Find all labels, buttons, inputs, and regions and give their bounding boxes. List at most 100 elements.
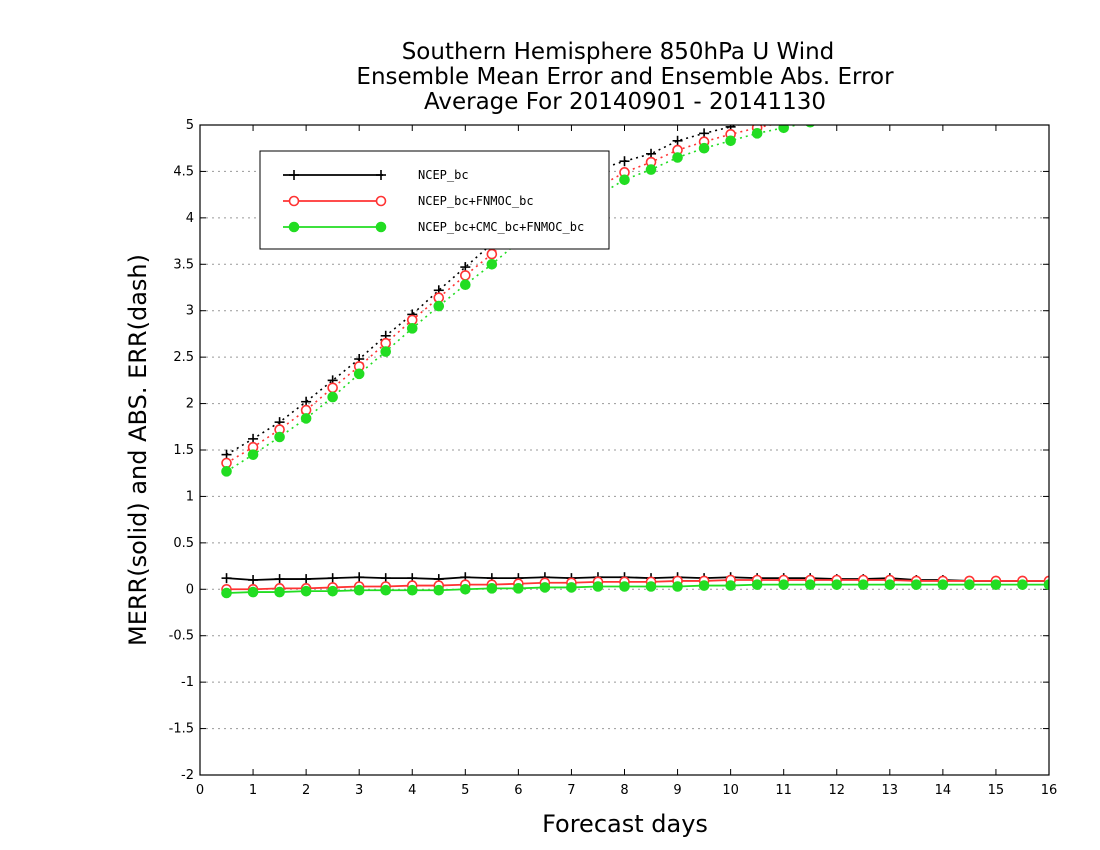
series-2-merr-point xyxy=(460,583,471,595)
series-2-merr-point xyxy=(513,583,524,594)
x-tick-label: 3 xyxy=(355,783,363,798)
y-tick-label: -1 xyxy=(181,675,194,690)
chart-title-line-1: Southern Hemisphere 850hPa U Wind xyxy=(402,39,835,65)
legend-entry-1: NCEP_bc+FNMOC_bc xyxy=(283,194,534,208)
series-2-merr-point xyxy=(353,584,365,596)
y-tick-label: 4.5 xyxy=(173,164,194,179)
series-1-abs-err-point xyxy=(938,86,947,95)
series-2-abs-err-point xyxy=(274,431,285,443)
chart-title-line-2: Ensemble Mean Error and Ensemble Abs. Er… xyxy=(356,64,894,90)
series-2-merr-point xyxy=(619,581,630,592)
series-0-abs-err-point xyxy=(1044,59,1054,69)
x-tick-label: 1 xyxy=(249,783,257,798)
series-2-merr-point xyxy=(698,580,710,591)
series-2-abs-err-point xyxy=(725,135,736,147)
series-2-abs-err-point xyxy=(858,106,868,116)
chart-title-line-3: Average For 20140901 - 20141130 xyxy=(424,89,826,115)
series-1-abs-err-line xyxy=(226,125,775,464)
series-2-merr-point xyxy=(911,579,922,590)
series-2-abs-err-point xyxy=(965,87,975,97)
series-2-abs-err-point xyxy=(300,413,312,424)
y-tick-label: 0.5 xyxy=(173,536,194,551)
series-1-abs-err-point xyxy=(460,270,471,281)
series-1-abs-err-point xyxy=(965,82,974,91)
series-2-merr-point xyxy=(433,584,445,596)
x-tick-label: 13 xyxy=(882,783,899,798)
series-2-abs-err-point xyxy=(353,368,365,380)
series-2-abs-err-point xyxy=(698,142,710,154)
series-2-merr-point xyxy=(990,579,1002,590)
series-1-abs-err-point xyxy=(832,107,841,116)
series-1-abs-err-point xyxy=(885,95,894,104)
y-tick-label: -1.5 xyxy=(169,722,194,737)
series-2-abs-err-point xyxy=(247,449,259,460)
y-tick-label: 2.5 xyxy=(173,350,194,365)
x-tick-label: 12 xyxy=(828,783,845,798)
series-0-merr-point xyxy=(221,573,232,584)
x-tick-label: 5 xyxy=(461,783,469,798)
series-2-merr-point xyxy=(857,579,869,590)
x-tick-label: 16 xyxy=(1041,783,1058,798)
grid xyxy=(200,170,1049,730)
series-2-merr-point xyxy=(274,586,285,598)
series-2-merr-point xyxy=(566,582,577,593)
series-2-abs-err-point xyxy=(672,152,683,163)
series-2-merr-point xyxy=(964,579,975,590)
series-0-merr-point xyxy=(301,574,312,585)
series-0-abs-err-point xyxy=(672,135,683,146)
series-0-merr-point xyxy=(248,575,259,585)
series-2-merr-point xyxy=(406,584,418,596)
series-2-abs-err-point xyxy=(1018,77,1028,87)
legend-label: NCEP_bc xyxy=(418,168,469,182)
y-axis-ticks: -2 -1.5 -1 -0.5 0 0.5 1 1.5 2 2.5 3 3.5 4 4.5 5 xyxy=(169,118,1049,783)
series-2-abs-err-line xyxy=(226,125,801,473)
series-2-abs-err-point xyxy=(433,300,445,312)
x-tick-label: 10 xyxy=(722,783,739,798)
legend-label: NCEP_bc+CMC_bc+FNMOC_bc xyxy=(418,220,584,234)
series-2-abs-err-point xyxy=(912,96,922,106)
legend-entry-0: NCEP_bc xyxy=(283,168,469,182)
y-tick-label: 4 xyxy=(186,211,194,226)
series-0-abs-err-point xyxy=(964,73,974,83)
y-axis-label: MERR(solid) and ABS. ERR(dash) xyxy=(124,254,152,646)
series-2-abs-err-point xyxy=(832,112,842,122)
series-0-abs-err-point xyxy=(832,98,842,108)
series-2-merr-point xyxy=(486,583,498,594)
plot-frame xyxy=(199,124,1050,776)
series-1-abs-err-point xyxy=(1045,68,1054,77)
series-2-merr-point xyxy=(539,582,551,593)
series-2-merr-point xyxy=(247,586,259,598)
series-2-abs-err-point xyxy=(938,91,948,101)
series-0-merr-point xyxy=(327,573,338,584)
y-tick-label: 1.5 xyxy=(173,443,194,458)
series-0-abs-err-point xyxy=(756,125,758,126)
series-0-abs-err-point xyxy=(1017,63,1027,73)
x-tick-label: 2 xyxy=(302,783,310,798)
series-1-abs-err-point xyxy=(486,248,498,260)
series-2-merr-line xyxy=(226,583,1049,594)
legend-marker xyxy=(289,170,299,180)
series-2-merr-point xyxy=(380,584,392,596)
series-2-abs-err-point xyxy=(460,279,471,291)
series-0-abs-err-point xyxy=(619,156,630,167)
series-2-abs-err-point xyxy=(645,164,657,175)
legend-marker xyxy=(375,195,387,207)
series-layer xyxy=(221,59,1054,599)
legend-marker xyxy=(376,170,386,180)
legend-entry-2: NCEP_bc+CMC_bc+FNMOC_bc xyxy=(283,220,584,234)
series-2-merr-point xyxy=(937,579,949,590)
y-tick-label: 1 xyxy=(186,489,194,504)
legend-marker xyxy=(375,221,387,233)
y-tick-label: -0.5 xyxy=(169,629,194,644)
series-2-merr-point xyxy=(804,579,816,590)
series-1-abs-err-point xyxy=(991,77,1000,86)
series-0-abs-err-line xyxy=(226,125,742,456)
x-tick-label: 7 xyxy=(567,783,575,798)
y-tick-label: 3.5 xyxy=(173,257,194,272)
y-tick-label: -2 xyxy=(181,768,194,783)
series-2-abs-err-point xyxy=(406,323,418,334)
series-2-abs-err-point xyxy=(1044,73,1054,83)
series-2-abs-err-point xyxy=(885,101,895,111)
series-2-abs-err-point xyxy=(486,258,498,270)
